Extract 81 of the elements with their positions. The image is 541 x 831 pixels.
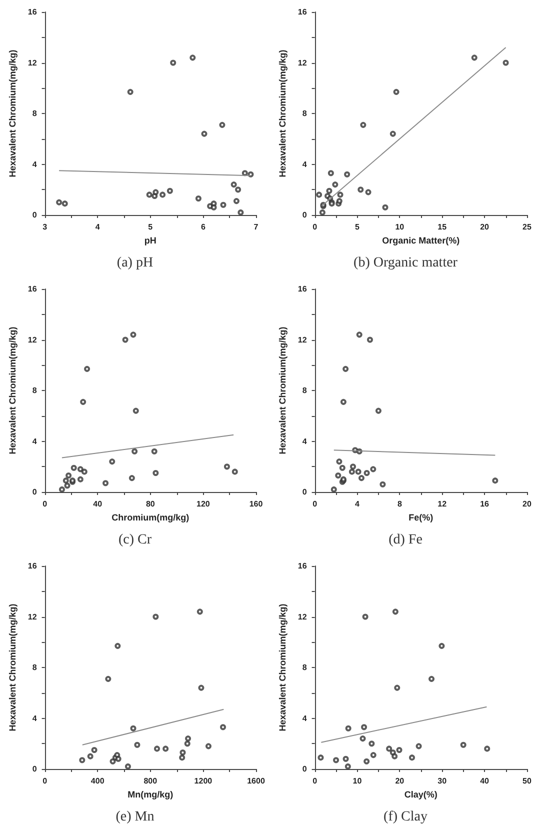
y-tick-label: 16 (28, 562, 38, 570)
x-tick-label: 6 (200, 222, 206, 232)
text: (e) Mn (116, 810, 154, 824)
x-tick-label: 15 (438, 222, 448, 232)
x-tick-label: 0 (312, 222, 318, 232)
x-tick-label: 25 (522, 222, 532, 232)
y-tick-label: 0 (302, 488, 308, 496)
y-tick-label: 16 (28, 8, 38, 16)
x-tick-label: 0 (312, 500, 318, 508)
x-tick-label: 4 (95, 222, 100, 232)
y-tick-label: 16 (298, 284, 308, 294)
x-tick-label: 1200 (194, 776, 213, 786)
x-tick-label: 0 (42, 776, 48, 786)
x-tick-label: 800 (144, 776, 158, 786)
y-tick-label: 0 (32, 488, 38, 496)
x-tick-label: 0 (312, 776, 318, 786)
x-tick-label: 30 (438, 776, 448, 786)
y-axis-title: Hexavalent Chromium(mg/kg) (278, 50, 288, 178)
y-tick-label: 0 (302, 764, 308, 774)
text: (f) Clay (384, 810, 428, 824)
y-axis-title: Hexavalent Chromium(mg/kg) (278, 604, 288, 732)
text: (c) Cr (118, 532, 152, 548)
text: (a) pH (116, 256, 154, 270)
x-tick-label: 16 (480, 500, 490, 508)
y-tick-label: 4 (32, 714, 38, 723)
x-tick-label: 7 (254, 222, 259, 232)
x-tick-label: 10 (352, 776, 362, 786)
y-tick-label: 8 (302, 386, 308, 395)
y-axis-title: Hexavalent Chromium(mg/kg) (8, 50, 18, 178)
x-tick-label: 8 (397, 500, 402, 508)
x-tick-label: 120 (196, 500, 210, 508)
y-tick-label: 4 (302, 714, 308, 723)
y-tick-label: 12 (28, 335, 38, 344)
y-tick-label: 16 (298, 8, 308, 16)
y-tick-label: 4 (302, 160, 308, 169)
y-tick-label: 0 (302, 210, 308, 220)
x-axis-title: Mn(mg/kg) (128, 789, 174, 800)
y-axis-title: Hexavalent Chromium(mg/kg) (8, 326, 18, 454)
x-axis-title: Fe(%) (408, 512, 434, 522)
x-tick-label: 40 (480, 776, 490, 786)
y-tick-label: 8 (32, 663, 38, 672)
x-tick-label: 5 (355, 222, 360, 232)
x-tick-label: 3 (42, 222, 48, 232)
y-tick-label: 8 (302, 663, 308, 672)
x-axis-title: Organic Matter(%) (382, 235, 460, 246)
y-tick-label: 4 (302, 436, 308, 446)
y-tick-label: 8 (32, 109, 38, 118)
x-tick-label: 4 (355, 500, 360, 508)
y-tick-label: 4 (32, 436, 38, 446)
y-tick-label: 12 (28, 58, 38, 68)
x-axis-title: Chromium(mg/kg) (112, 512, 190, 522)
x-tick-label: 40 (93, 500, 103, 508)
x-tick-label: 20 (395, 776, 405, 786)
y-tick-label: 12 (28, 612, 38, 622)
y-tick-label: 16 (298, 562, 308, 570)
x-tick-label: 5 (148, 222, 154, 232)
x-tick-label: 80 (146, 500, 156, 508)
y-tick-label: 0 (32, 210, 38, 220)
x-axis-title: pH (144, 235, 156, 246)
x-axis-title: Clay(%) (404, 789, 438, 800)
y-tick-label: 16 (28, 284, 38, 294)
x-tick-label: 10 (395, 222, 405, 232)
text: (b) Organic matter (354, 256, 458, 270)
y-tick-label: 0 (32, 764, 38, 774)
y-axis-title: Hexavalent Chromium(mg/kg) (278, 326, 288, 454)
x-tick-label: 20 (480, 222, 490, 232)
x-tick-label: 400 (90, 776, 105, 786)
y-tick-label: 8 (32, 386, 38, 395)
text: (d) Fe (388, 532, 422, 548)
y-tick-label: 12 (298, 612, 308, 622)
x-tick-label: 12 (438, 500, 448, 508)
y-tick-label: 4 (32, 160, 38, 169)
x-tick-label: 0 (42, 500, 48, 508)
y-tick-label: 8 (302, 109, 308, 118)
x-tick-label: 20 (522, 500, 532, 508)
y-tick-label: 12 (298, 58, 308, 68)
y-axis-title: Hexavalent Chromium(mg/kg) (8, 604, 18, 732)
y-tick-label: 12 (298, 335, 308, 344)
x-tick-label: 1600 (247, 776, 266, 786)
x-tick-label: 160 (249, 500, 264, 508)
x-tick-label: 50 (522, 776, 532, 786)
